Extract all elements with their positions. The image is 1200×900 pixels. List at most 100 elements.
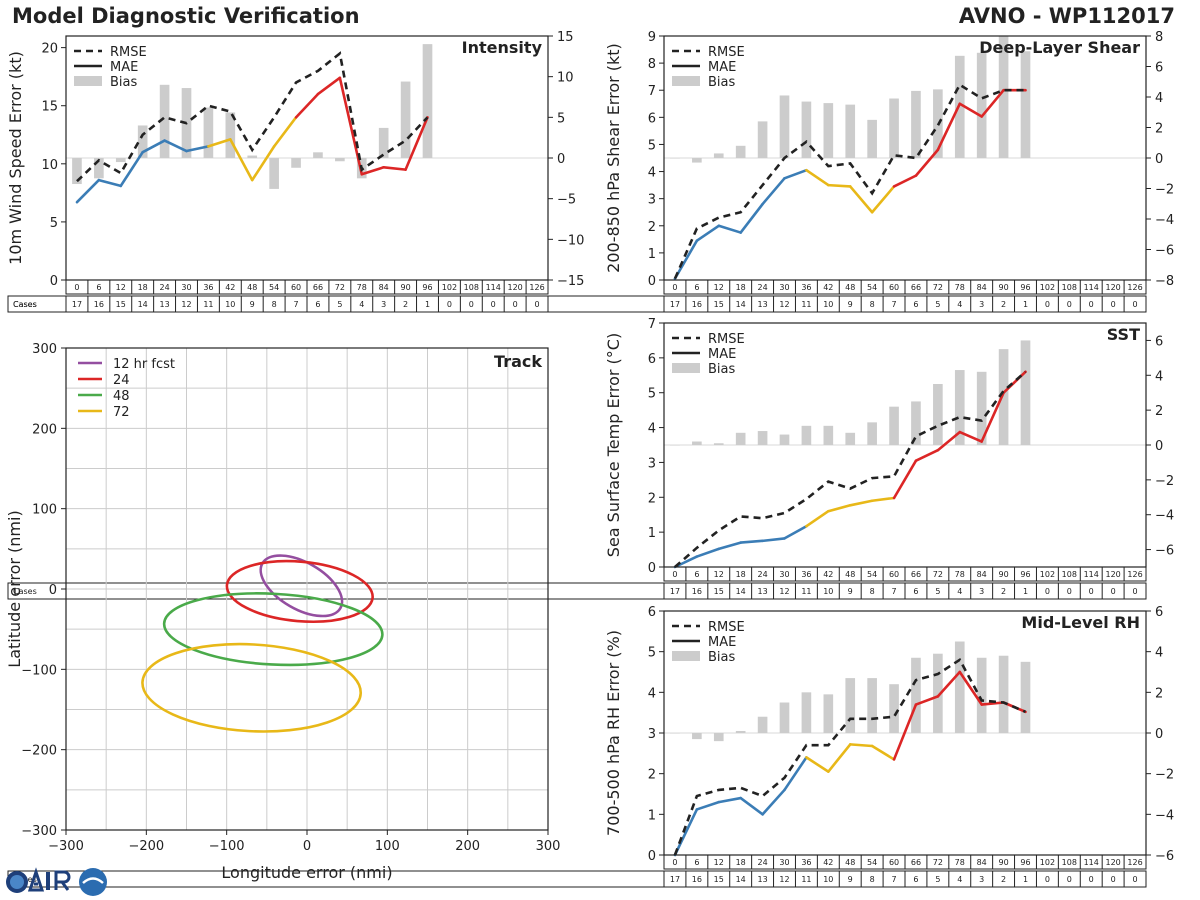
track-ytick-label: 0 — [49, 583, 57, 598]
mid-level-rh-lead-label: 48 — [845, 858, 855, 867]
intensity-bias-bar — [225, 112, 236, 158]
sst-bias-bar — [954, 370, 965, 445]
track-ellipse — [225, 559, 374, 623]
sst-ytick-label: 1 — [648, 526, 656, 541]
intensity-lead-label: 0 — [74, 283, 79, 292]
sst-cases-value: 11 — [801, 587, 811, 596]
deep-layer-shear-mae-segment — [717, 224, 742, 234]
mid-level-rh-cases-value: 2 — [1001, 875, 1006, 884]
intensity-y2tick-label: −15 — [557, 274, 584, 289]
mid-level-rh-lead-label: 78 — [955, 858, 965, 867]
mid-level-rh-lead-label: 108 — [1062, 858, 1077, 867]
mid-level-rh-cases-value: 1 — [1023, 875, 1028, 884]
intensity-lead-label: 78 — [357, 283, 367, 292]
mid-level-rh-lead-label: 0 — [672, 858, 677, 867]
deep-layer-shear-y2tick-label: 4 — [1155, 91, 1163, 106]
sst-lead-label: 36 — [801, 570, 811, 579]
deep-layer-shear-rmse-line — [673, 82, 1026, 280]
intensity-lead-label: 36 — [203, 283, 213, 292]
sst-ytick-label: 5 — [648, 387, 656, 402]
intensity-lead-label: 42 — [225, 283, 235, 292]
track-ytick-label: −300 — [21, 824, 57, 839]
intensity-lead-label: 12 — [116, 283, 126, 292]
sst-bias-bar — [735, 432, 746, 445]
sst-bias-bar — [845, 432, 856, 445]
mid-level-rh-cases-value: 0 — [1089, 875, 1094, 884]
sst-lead-label: 42 — [823, 570, 833, 579]
deep-layer-shear-mae-segment — [827, 183, 852, 188]
mid-level-rh-lead-label: 102 — [1040, 858, 1055, 867]
deep-layer-shear-cases-value: 4 — [957, 300, 962, 309]
mid-level-rh-bias-bar — [954, 641, 965, 733]
sst-cases-value: 5 — [935, 587, 940, 596]
swirl-icon — [79, 868, 107, 896]
sst-bias-bar — [757, 431, 768, 445]
deep-layer-shear-bias-bar — [670, 158, 680, 159]
intensity-bias-bar — [72, 158, 82, 185]
sst-bias-bar — [801, 425, 812, 445]
logo-letter-shape-2 — [54, 870, 71, 891]
intensity-lead-label: 48 — [247, 283, 257, 292]
mid-level-rh-cases-value: 10 — [823, 875, 833, 884]
deep-layer-shear-cases-value: 0 — [1045, 300, 1050, 309]
deep-layer-shear-mae-segment — [980, 88, 1005, 118]
intensity-cases-value: 11 — [203, 300, 213, 309]
sst-bias-bar — [867, 422, 877, 445]
deep-layer-shear-y2tick-label: 8 — [1155, 30, 1163, 45]
mid-level-rh-bias-bar — [823, 694, 834, 733]
intensity-y2tick-label: −5 — [557, 193, 576, 208]
mid-level-rh-ytick-label: 5 — [648, 646, 656, 661]
intensity-cases-value: 15 — [116, 300, 126, 309]
deep-layer-shear-bias-bar — [889, 98, 899, 158]
sst-mae-segment — [892, 459, 918, 500]
storm-id: AVNO - WP112017 — [958, 4, 1175, 28]
intensity-bias-bar — [203, 107, 214, 158]
deep-layer-shear-lead-label: 108 — [1062, 283, 1077, 292]
deep-layer-shear-mae-segment — [958, 102, 983, 118]
deep-layer-shear-cases-value: 0 — [1067, 300, 1072, 309]
intensity-bias-bar — [422, 44, 433, 159]
intensity-bias-bar — [291, 158, 301, 168]
deep-layer-shear-bias-bar — [735, 145, 746, 158]
sst-ylabel: Sea Surface Temp Error (°C) — [604, 333, 623, 557]
mid-level-rh-lead-label: 54 — [867, 858, 877, 867]
sst-lead-label: 102 — [1040, 570, 1055, 579]
mid-level-rh-mae-segment — [783, 756, 808, 792]
logo-bar-shape — [46, 872, 50, 890]
deep-layer-shear-mae-segment — [695, 224, 721, 242]
deep-layer-shear-legend-bias-swatch — [672, 76, 700, 86]
intensity-ytick-label: 15 — [41, 100, 58, 115]
intensity-mae-segment — [207, 138, 232, 148]
track-xtick-label: −200 — [128, 839, 164, 854]
mid-level-rh-ytick-label: 6 — [648, 605, 656, 620]
intensity-mae-segment — [185, 145, 210, 153]
deep-layer-shear-cases-value: 13 — [757, 300, 767, 309]
mid-level-rh-bias-bar — [713, 733, 724, 742]
mid-level-rh-lead-label: 6 — [694, 858, 699, 867]
deep-layer-shear-bias-bar — [801, 101, 812, 158]
sst-lead-label: 90 — [998, 570, 1008, 579]
deep-layer-shear-lead-label: 84 — [977, 283, 987, 292]
intensity-ylabel: 10m Wind Speed Error (kt) — [6, 51, 25, 265]
deep-layer-shear-y2tick-label: −4 — [1155, 213, 1174, 228]
intensity-mae-segment — [294, 92, 320, 119]
track-legend-label: 12 hr fcst — [113, 357, 175, 372]
track-xtick-label: 100 — [375, 839, 400, 854]
track-xtick-label: −100 — [209, 839, 245, 854]
deep-layer-shear-cases-value: 2 — [1001, 300, 1006, 309]
deep-layer-shear-y2tick-label: 2 — [1155, 122, 1163, 137]
sst-cases-value: 0 — [1132, 587, 1137, 596]
mid-level-rh-cases-value: 0 — [1067, 875, 1072, 884]
intensity-mae-segment — [75, 178, 101, 204]
intensity-lead-label: 6 — [96, 283, 101, 292]
sst-lead-label: 114 — [1084, 570, 1099, 579]
mid-level-rh-bias-bar — [845, 678, 856, 733]
intensity-y2tick-label: 5 — [557, 111, 565, 126]
intensity-cases-value: 0 — [534, 300, 539, 309]
sst-mae-segment — [914, 448, 940, 462]
deep-layer-shear-mae-segment — [870, 185, 896, 214]
mid-level-rh-mae-segment — [805, 756, 830, 773]
mid-level-rh-y2tick-label: −4 — [1155, 808, 1174, 823]
intensity-legend-mae-label: MAE — [110, 60, 138, 75]
